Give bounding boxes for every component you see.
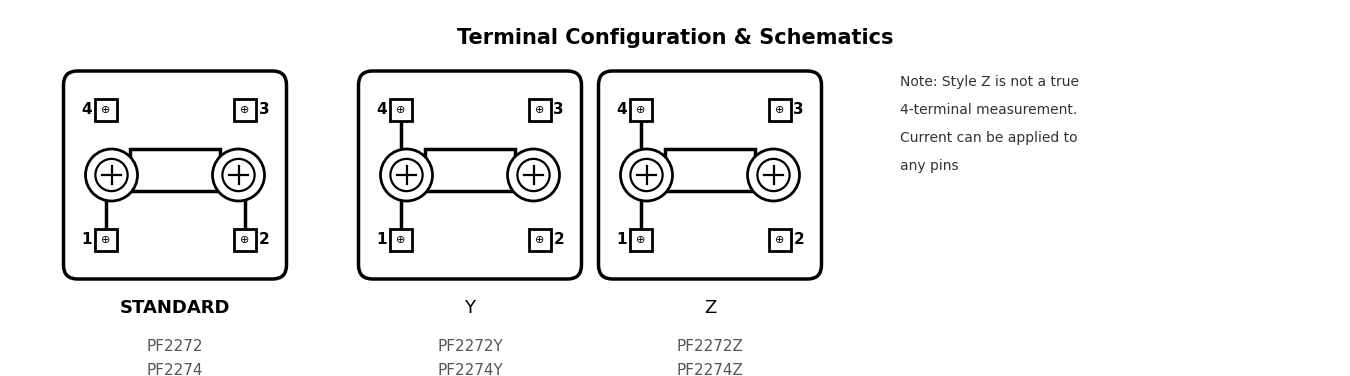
- Text: ⊕: ⊕: [240, 105, 250, 115]
- Text: ⊕: ⊕: [636, 105, 645, 115]
- Text: 3: 3: [794, 103, 805, 117]
- Text: PF2272Z: PF2272Z: [676, 339, 744, 354]
- Text: 3: 3: [554, 103, 564, 117]
- Text: ⊕: ⊕: [101, 105, 111, 115]
- Bar: [425, 149, 514, 191]
- Text: PF2272Y: PF2272Y: [437, 339, 502, 354]
- Bar: [528, 229, 551, 251]
- Text: 3: 3: [258, 103, 269, 117]
- Text: ⊕: ⊕: [240, 235, 250, 245]
- Text: 1: 1: [81, 232, 92, 247]
- Text: PF2274Y: PF2274Y: [437, 363, 502, 376]
- Bar: [95, 99, 116, 121]
- Text: 2: 2: [554, 232, 564, 247]
- Text: PF2274Z: PF2274Z: [676, 363, 744, 376]
- Bar: [95, 229, 116, 251]
- Text: Terminal Configuration & Schematics: Terminal Configuration & Schematics: [456, 28, 894, 48]
- Text: 2: 2: [794, 232, 805, 247]
- Text: Note: Style Z is not a true: Note: Style Z is not a true: [900, 75, 1079, 89]
- Bar: [528, 99, 551, 121]
- Circle shape: [85, 149, 138, 201]
- Text: any pins: any pins: [900, 159, 958, 173]
- Text: 4: 4: [375, 103, 386, 117]
- Bar: [390, 229, 412, 251]
- Text: PF2274: PF2274: [147, 363, 204, 376]
- Circle shape: [757, 159, 790, 191]
- Text: Y: Y: [464, 299, 475, 317]
- Circle shape: [508, 149, 559, 201]
- Text: ⊕: ⊕: [775, 105, 784, 115]
- Circle shape: [96, 159, 128, 191]
- Text: ⊕: ⊕: [396, 235, 405, 245]
- Text: ⊕: ⊕: [636, 235, 645, 245]
- Text: ⊕: ⊕: [101, 235, 111, 245]
- Bar: [130, 149, 220, 191]
- Bar: [234, 229, 255, 251]
- Circle shape: [517, 159, 549, 191]
- Bar: [629, 229, 652, 251]
- FancyBboxPatch shape: [598, 71, 822, 279]
- Circle shape: [212, 149, 265, 201]
- FancyBboxPatch shape: [63, 71, 286, 279]
- Text: Z: Z: [703, 299, 716, 317]
- Circle shape: [630, 159, 663, 191]
- Text: PF2272: PF2272: [147, 339, 204, 354]
- Bar: [768, 99, 791, 121]
- Bar: [390, 99, 412, 121]
- Text: 4: 4: [81, 103, 92, 117]
- Circle shape: [748, 149, 799, 201]
- Circle shape: [390, 159, 423, 191]
- Text: ⊕: ⊕: [775, 235, 784, 245]
- Bar: [768, 229, 791, 251]
- Bar: [234, 99, 255, 121]
- Circle shape: [223, 159, 255, 191]
- Text: 4-terminal measurement.: 4-terminal measurement.: [900, 103, 1077, 117]
- Text: ⊕: ⊕: [396, 105, 405, 115]
- Text: 2: 2: [258, 232, 269, 247]
- Text: ⊕: ⊕: [535, 235, 544, 245]
- FancyBboxPatch shape: [359, 71, 582, 279]
- Circle shape: [621, 149, 672, 201]
- Text: 1: 1: [616, 232, 626, 247]
- Circle shape: [381, 149, 432, 201]
- Text: ⊕: ⊕: [535, 105, 544, 115]
- Text: STANDARD: STANDARD: [120, 299, 231, 317]
- Bar: [666, 149, 755, 191]
- Bar: [629, 99, 652, 121]
- Text: 1: 1: [377, 232, 386, 247]
- Text: 4: 4: [616, 103, 626, 117]
- Text: Current can be applied to: Current can be applied to: [900, 131, 1077, 145]
